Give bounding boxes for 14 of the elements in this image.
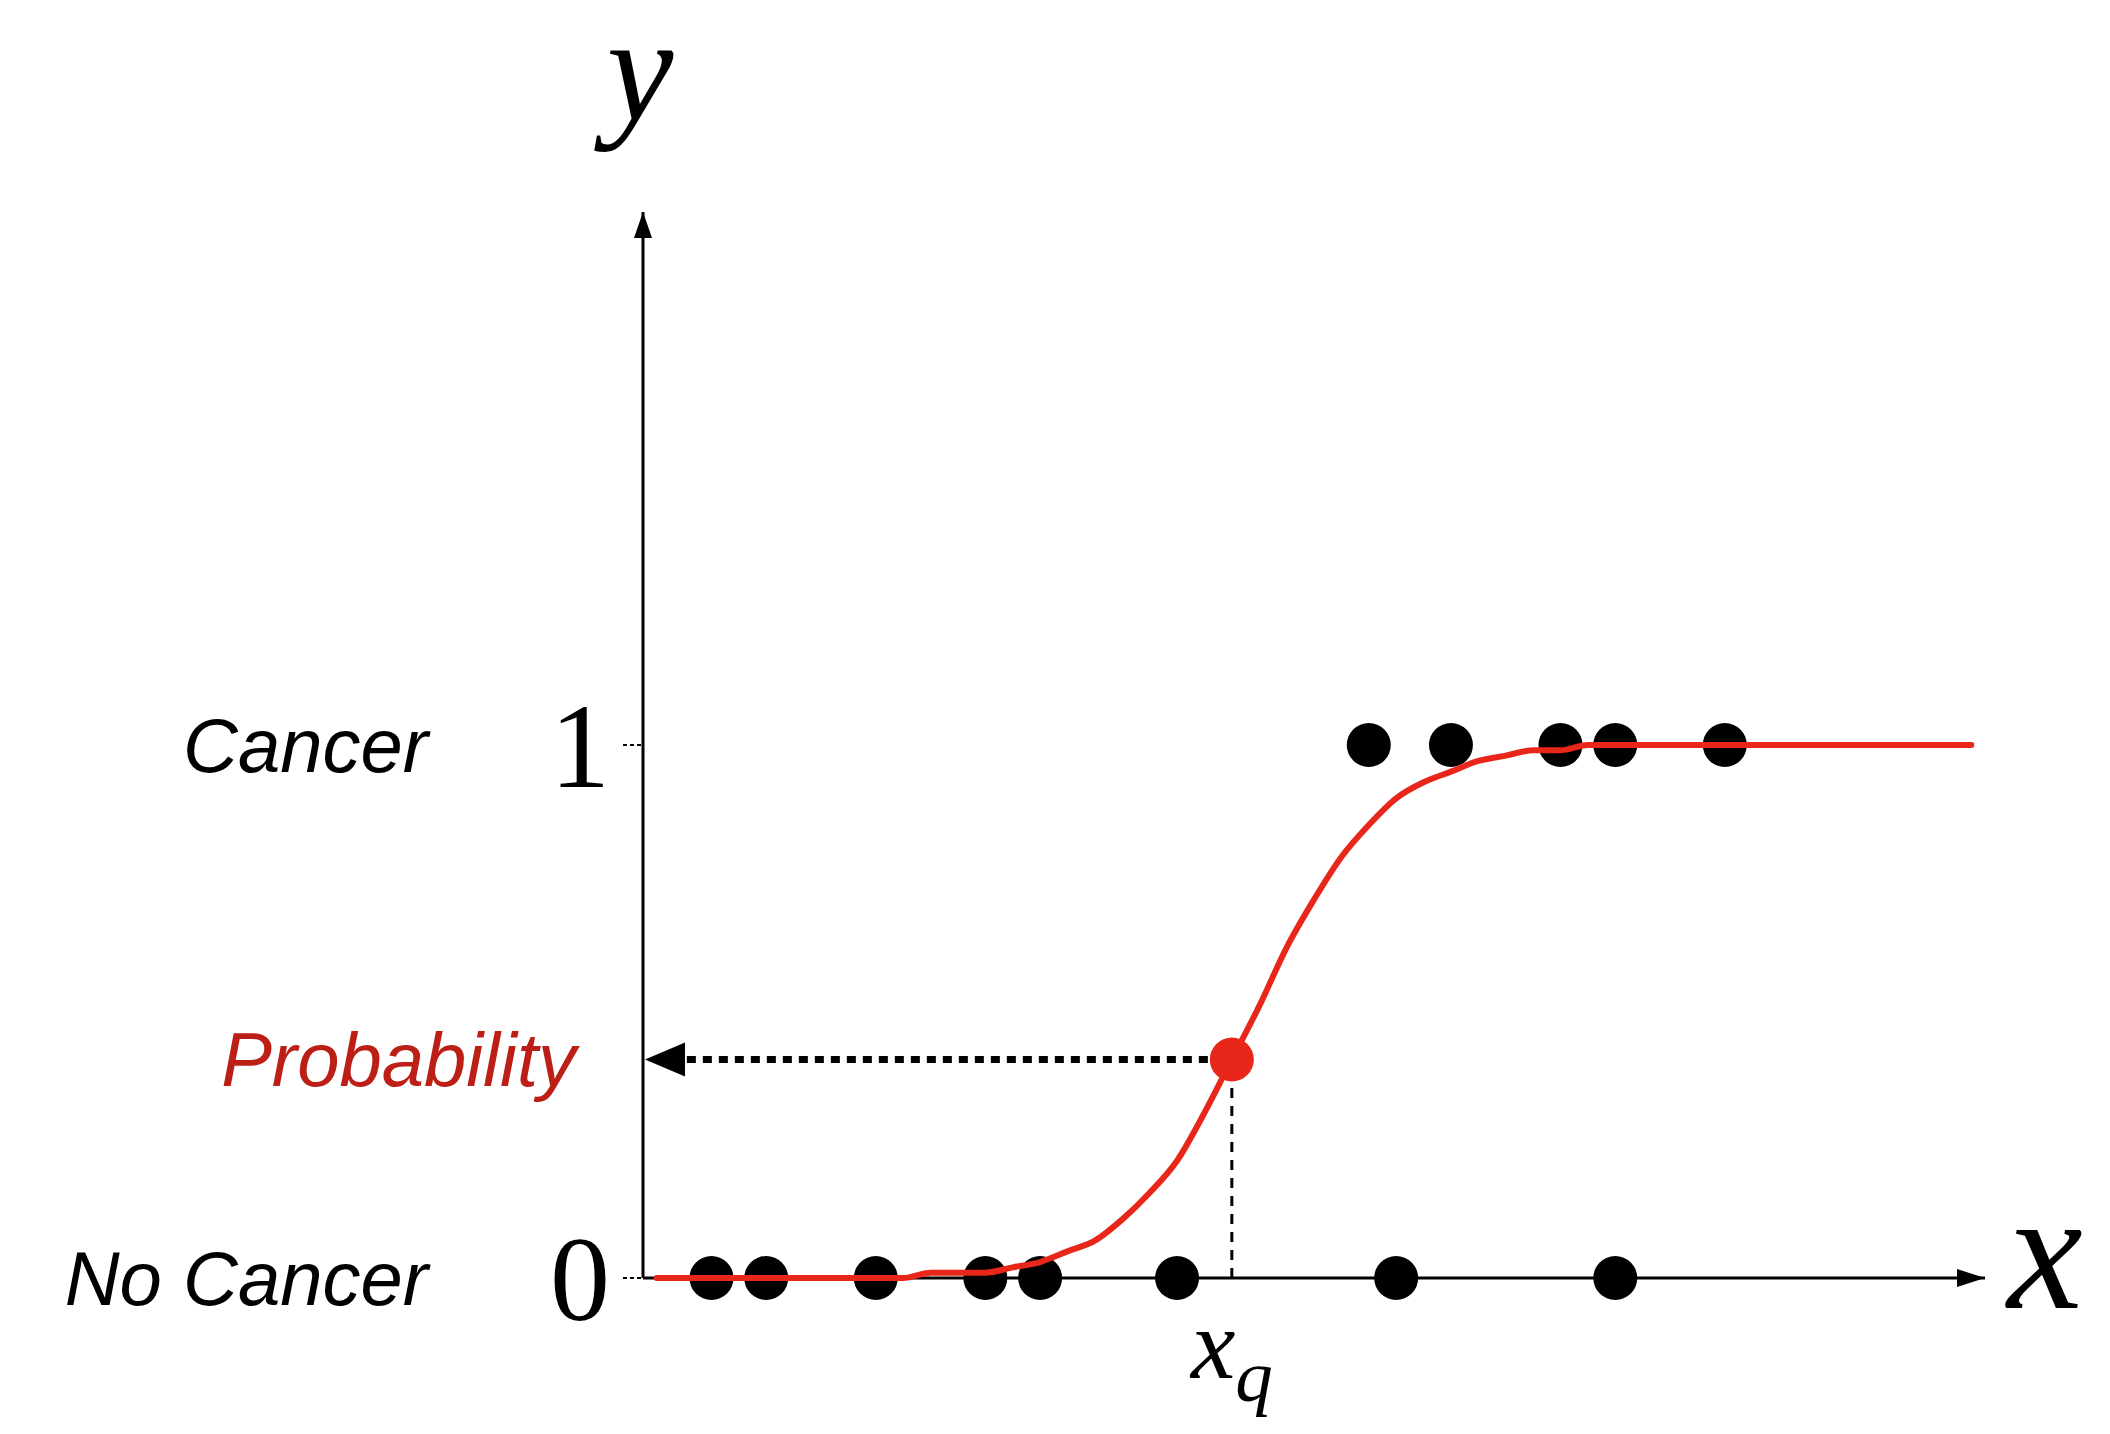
point <box>1346 723 1391 767</box>
y-axis-title: y <box>593 0 674 152</box>
point <box>1374 1256 1419 1300</box>
y-tick-label: 1 <box>550 680 610 813</box>
point <box>1155 1256 1200 1300</box>
point <box>1209 1037 1254 1082</box>
point <box>1428 723 1473 767</box>
x-tick-label: x$_{q}$ <box>1188 1289 1273 1417</box>
text: Cancer <box>183 702 431 788</box>
x-axis-title: x <box>2004 1157 2083 1345</box>
text: Probability <box>221 1017 580 1103</box>
y-tick-label: 0 <box>550 1213 610 1346</box>
point <box>1593 1256 1638 1300</box>
text: No Cancer <box>64 1235 431 1321</box>
